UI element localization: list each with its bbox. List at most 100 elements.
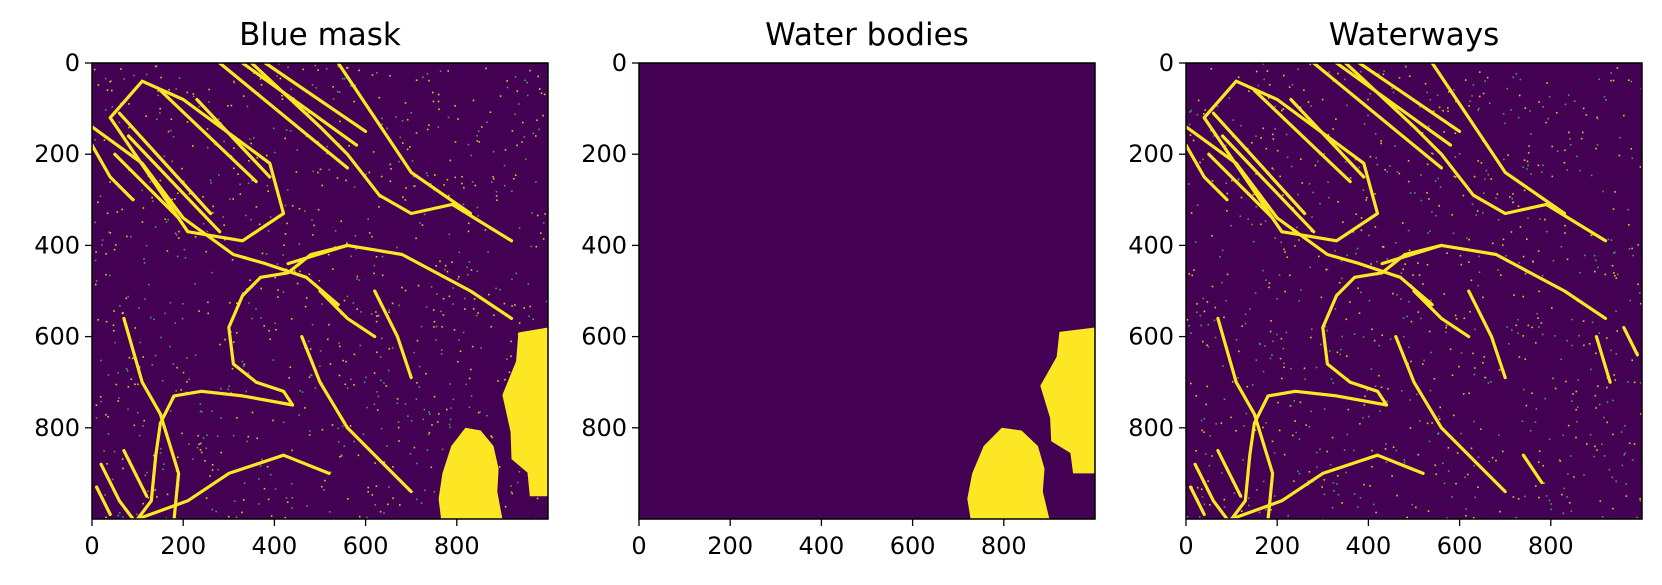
- speckle: [169, 410, 172, 412]
- speckle: [1639, 498, 1641, 500]
- speckle: [228, 515, 230, 518]
- speckle: [338, 342, 340, 344]
- speckle: [131, 357, 134, 360]
- speckle: [1271, 133, 1274, 136]
- speckle: [206, 230, 209, 233]
- speckle: [211, 469, 214, 471]
- speckle: [367, 491, 369, 493]
- speckle: [1633, 443, 1636, 445]
- waterway-line: [1230, 453, 1425, 519]
- speckle: [229, 198, 231, 200]
- speckle: [174, 322, 177, 324]
- speckle: [1435, 473, 1437, 476]
- speckle: [1341, 277, 1343, 280]
- speckle: [156, 118, 158, 121]
- speckle: [178, 77, 181, 79]
- speckle: [1395, 449, 1398, 452]
- speckle: [1199, 161, 1201, 164]
- speckle: [1616, 330, 1618, 332]
- waterway-line: [1186, 143, 1229, 202]
- speckle: [1558, 459, 1561, 461]
- speckle: [1426, 91, 1428, 94]
- speckle: [414, 185, 416, 187]
- y-tick-label: 800: [34, 414, 80, 442]
- speckle: [448, 295, 451, 298]
- speckle: [464, 308, 466, 310]
- speckle: [1471, 203, 1474, 205]
- speckle: [1418, 274, 1421, 276]
- speckle: [1469, 311, 1471, 313]
- speckle: [1454, 156, 1457, 158]
- speckle: [1527, 217, 1529, 219]
- speckle: [1435, 214, 1437, 217]
- speckle: [1200, 419, 1203, 422]
- speckle: [136, 513, 138, 516]
- speckle: [332, 86, 334, 88]
- speckle: [1370, 263, 1372, 265]
- speckle: [1293, 480, 1295, 482]
- speckle: [1207, 345, 1210, 348]
- speckle: [99, 396, 102, 398]
- speckle: [349, 425, 352, 427]
- speckle: [1207, 323, 1210, 326]
- speckle: [356, 275, 359, 278]
- speckle: [1504, 122, 1506, 125]
- speckle: [334, 230, 337, 232]
- speckle: [448, 423, 451, 426]
- speckle: [298, 207, 301, 210]
- speckle: [220, 451, 222, 454]
- waterway-line: [1312, 63, 1443, 170]
- speckle: [488, 293, 490, 296]
- speckle: [490, 435, 492, 437]
- speckle: [1560, 358, 1562, 361]
- speckle: [1517, 332, 1519, 335]
- speckle: [1262, 426, 1264, 429]
- speckle: [399, 504, 401, 506]
- speckle: [1615, 353, 1618, 355]
- speckle: [1468, 105, 1470, 107]
- speckle: [471, 181, 474, 183]
- speckle: [177, 456, 179, 459]
- y-tick-label: 0: [612, 49, 627, 77]
- speckle: [1432, 110, 1435, 112]
- speckle: [284, 517, 287, 519]
- speckle: [1223, 498, 1226, 501]
- speckle: [194, 236, 197, 238]
- speckle: [1445, 331, 1447, 333]
- speckle: [1356, 506, 1359, 508]
- speckle: [1517, 205, 1520, 207]
- speckle: [259, 465, 262, 467]
- speckle: [236, 332, 238, 334]
- speckle: [1408, 249, 1411, 252]
- speckle: [536, 119, 538, 121]
- speckle: [1341, 502, 1343, 504]
- speckle: [1371, 328, 1373, 331]
- speckle: [1545, 121, 1547, 124]
- speckle: [1374, 385, 1377, 387]
- speckle: [1606, 386, 1608, 389]
- speckle: [1283, 362, 1285, 365]
- speckle: [308, 376, 311, 379]
- speckle: [1428, 330, 1431, 333]
- speckle: [1245, 412, 1248, 415]
- speckle: [145, 244, 148, 247]
- speckle: [1631, 459, 1634, 461]
- speckle: [1567, 94, 1570, 96]
- speckle: [126, 370, 129, 372]
- speckle: [1251, 142, 1253, 144]
- speckle: [1517, 318, 1519, 321]
- speckle: [1221, 249, 1224, 252]
- speckle: [420, 325, 423, 328]
- speckle: [429, 413, 431, 415]
- speckle: [1437, 432, 1440, 434]
- speckle: [1614, 379, 1617, 381]
- speckle: [269, 216, 272, 218]
- speckle: [1202, 340, 1204, 343]
- speckle: [127, 295, 129, 298]
- speckle: [1590, 234, 1592, 237]
- speckle: [1289, 405, 1292, 407]
- speckle: [1242, 459, 1244, 461]
- speckle: [1308, 426, 1311, 428]
- speckle: [1548, 438, 1551, 440]
- speckle: [489, 111, 492, 113]
